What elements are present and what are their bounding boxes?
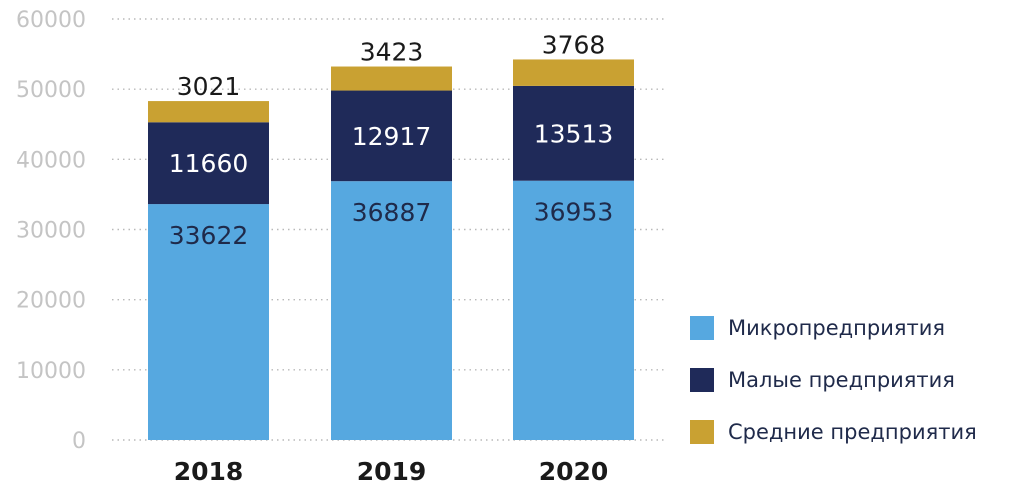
y-tick-label-50000: 50000 xyxy=(16,78,86,103)
data-label-2020-series-2: 3768 xyxy=(542,30,606,59)
legend-swatch-medium xyxy=(690,419,714,444)
x-tick-label-2020: 2020 xyxy=(539,457,609,486)
legend: Микропредприятия Малые предприятия Средн… xyxy=(690,314,977,470)
data-label-2018-series-2: 3021 xyxy=(177,72,241,101)
bar-2018-series-2 xyxy=(148,101,269,123)
bar-2019-series-0 xyxy=(331,181,452,441)
data-label-2019-series-1: 12917 xyxy=(352,122,432,151)
legend-swatch-micro xyxy=(690,315,714,340)
y-tick-label-10000: 10000 xyxy=(16,359,86,384)
legend-swatch-small xyxy=(690,367,714,392)
legend-item-medium: Средние предприятия xyxy=(690,418,977,445)
legend-label-small: Малые предприятия xyxy=(728,367,955,392)
bar-2019-series-2 xyxy=(331,66,452,91)
bar-2018-series-1 xyxy=(148,122,269,205)
data-label-2019-series-0: 36887 xyxy=(352,198,432,227)
bar-2020-series-2 xyxy=(513,59,634,86)
legend-item-micro: Микропредприятия xyxy=(690,314,977,341)
legend-item-small: Малые предприятия xyxy=(690,366,977,393)
data-label-2018-series-1: 11660 xyxy=(169,149,249,178)
data-label-2019-series-2: 3423 xyxy=(360,38,424,67)
x-tick-label-2019: 2019 xyxy=(357,457,427,486)
legend-label-micro: Микропредприятия xyxy=(728,315,945,340)
y-tick-label-60000: 60000 xyxy=(16,8,86,33)
bar-2020-series-0 xyxy=(513,180,634,440)
y-tick-label-40000: 40000 xyxy=(16,148,86,173)
bar-2018-series-0 xyxy=(148,204,269,440)
data-label-2018-series-0: 33622 xyxy=(169,221,249,250)
bar-2020-series-1 xyxy=(513,85,634,181)
y-tick-label-20000: 20000 xyxy=(16,289,86,314)
y-tick-label-0: 0 xyxy=(72,429,86,454)
bar-2019-series-1 xyxy=(331,90,452,182)
data-label-2020-series-1: 13513 xyxy=(534,119,614,148)
x-tick-label-2018: 2018 xyxy=(174,457,244,486)
y-tick-label-30000: 30000 xyxy=(16,219,86,244)
data-label-2020-series-0: 36953 xyxy=(534,198,614,227)
legend-label-medium: Средние предприятия xyxy=(728,419,977,444)
